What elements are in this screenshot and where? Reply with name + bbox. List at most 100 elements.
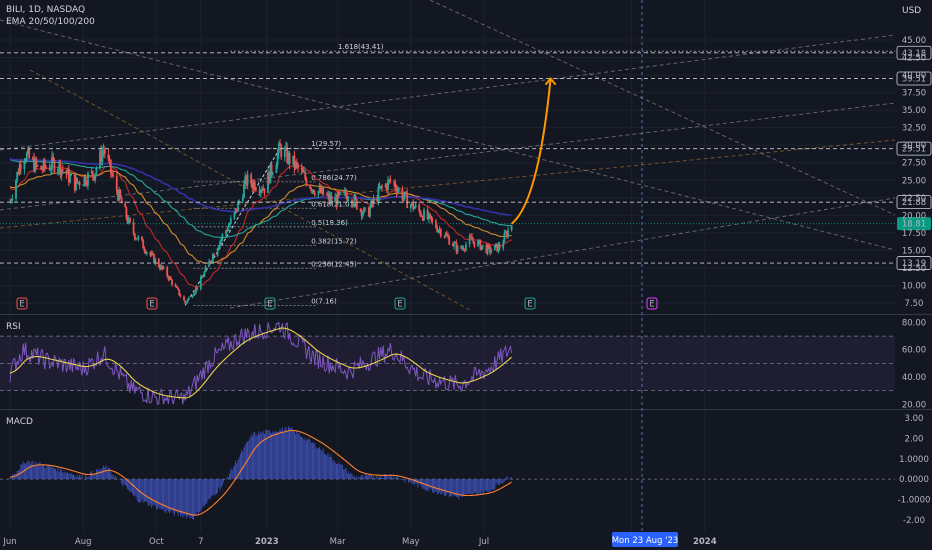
trend-line [0, 19, 896, 251]
macd-histogram-bar [345, 467, 347, 480]
candle-body [318, 187, 321, 192]
candle-body [430, 215, 433, 220]
macd-histogram-bar [43, 464, 45, 480]
rsi-axis-tick: 20.00 [902, 400, 926, 410]
candle [91, 170, 94, 181]
candle-body [295, 161, 298, 165]
candle [337, 190, 340, 198]
macd-pane[interactable] [0, 426, 895, 520]
macd-histogram-bar [410, 479, 412, 482]
candle [228, 222, 231, 228]
candle [317, 190, 320, 198]
candle-body [328, 193, 331, 201]
candle [444, 231, 447, 238]
candle-body [313, 192, 316, 196]
candle-body [343, 190, 346, 193]
candle [253, 179, 256, 192]
candle [461, 245, 464, 251]
earnings-badge [264, 297, 276, 310]
macd-histogram-bar [125, 479, 127, 487]
macd-histogram-bar [140, 479, 142, 503]
macd-histogram-bar [124, 479, 126, 485]
candle [135, 237, 137, 241]
earnings-marker[interactable]: E [146, 297, 158, 310]
macd-histogram-bar [10, 478, 12, 480]
macd-histogram-bar [434, 479, 436, 492]
candle-body [84, 176, 87, 185]
candle-body [48, 167, 51, 171]
candle-body [268, 172, 271, 184]
macd-histogram-bar [401, 479, 403, 480]
candle [283, 145, 286, 162]
macd-histogram-bar [208, 479, 210, 499]
candle-body [95, 168, 98, 174]
macd-histogram-bar [128, 479, 130, 491]
macd-histogram-bar [511, 476, 513, 480]
candle [111, 169, 113, 177]
candle [487, 243, 490, 250]
candle-body [504, 232, 507, 234]
candle [90, 167, 93, 175]
earnings-marker[interactable]: E [264, 297, 276, 310]
symbol-title: BILI, 1D, NASDAQ [6, 5, 85, 15]
macd-histogram-bar [484, 479, 486, 491]
candle [107, 148, 110, 163]
candle [325, 191, 328, 197]
macd-histogram-bar [286, 431, 288, 480]
candle-body [423, 209, 425, 221]
macd-histogram-bar [458, 479, 460, 500]
horizontal-price-lines[interactable] [0, 52, 895, 264]
candle [369, 204, 371, 219]
trend-lines[interactable] [0, 0, 896, 311]
macd-histogram-bar [296, 430, 298, 480]
candle-body [267, 172, 269, 193]
macd-histogram-bar [73, 474, 75, 480]
candle [292, 155, 295, 166]
macd-histogram-bar [178, 479, 180, 513]
rsi-pane[interactable] [0, 321, 895, 406]
candle-body [115, 175, 118, 192]
candle-body [342, 192, 345, 193]
price-level-badge [896, 195, 932, 210]
candle-body [35, 159, 38, 166]
candle [157, 257, 160, 268]
candle-body [174, 284, 177, 287]
candle [126, 214, 129, 225]
candle-body [286, 147, 289, 163]
macd-histogram-bar [493, 479, 495, 490]
candle [226, 228, 229, 233]
macd-histogram-bar [202, 479, 204, 506]
price-axis[interactable]: 43.18 39.51 29.51 21.88 18.81 13.19 45.00 42.50… [896, 36, 932, 526]
candle-body [337, 192, 340, 195]
macd-histogram-bar [221, 479, 223, 486]
macd-histogram-bar [455, 479, 457, 497]
candle [287, 150, 290, 165]
price-level-label: 29.51 [902, 145, 926, 155]
macd-histogram-bar [506, 476, 508, 480]
earnings-marker[interactable]: E [646, 297, 658, 310]
macd-histogram-bar [29, 464, 31, 480]
macd-histogram-bar [405, 479, 407, 480]
candle [154, 257, 157, 266]
candle-body [477, 241, 479, 247]
candle [162, 265, 165, 270]
candle-body [321, 187, 323, 194]
macd-histogram-bar [394, 478, 396, 480]
candle-body [18, 164, 21, 175]
rsi-title: RSI [6, 322, 21, 332]
earnings-marker[interactable]: E [16, 297, 28, 310]
candle-body [210, 261, 213, 262]
projection-arrow[interactable] [510, 78, 552, 225]
time-axis-tick: Mar [330, 537, 347, 547]
macd-histogram-bar [502, 479, 504, 483]
candle [297, 162, 299, 173]
candle-body [17, 171, 20, 175]
earnings-marker[interactable]: E [524, 297, 536, 310]
candle-body [479, 240, 482, 250]
currency-label[interactable]: USD [902, 6, 921, 16]
macd-histogram-bar [509, 478, 511, 480]
earnings-marker[interactable]: E [394, 297, 406, 310]
time-axis-tick: Aug [75, 537, 92, 547]
